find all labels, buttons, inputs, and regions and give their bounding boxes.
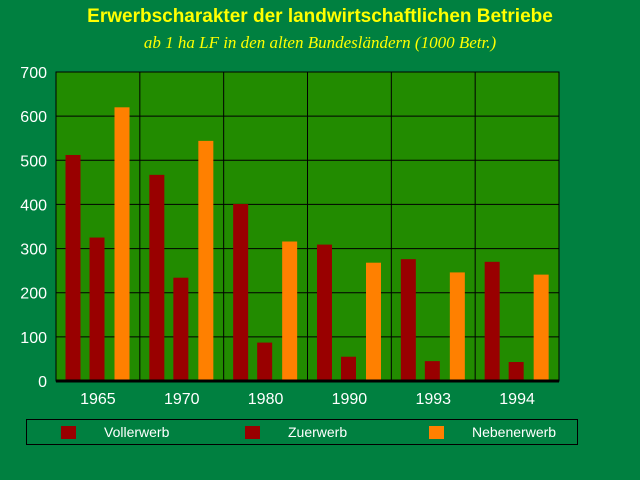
- y-tick-label: 600: [20, 109, 47, 126]
- bar-zuerwerb-1994: [508, 362, 524, 381]
- y-tick-label: 500: [20, 153, 47, 170]
- x-category-label: 1965: [80, 391, 116, 408]
- bar-nebenerwerb-1994: [533, 274, 549, 381]
- bar-nebenerwerb-1965: [114, 107, 130, 382]
- bar-nebenerwerb-1970: [198, 140, 214, 381]
- chart-subtitle: ab 1 ha LF in den alten Bundesländern (1…: [143, 33, 497, 52]
- x-category-label: 1993: [415, 391, 451, 408]
- bar-zuerwerb-1970: [173, 277, 189, 381]
- gridlines: [56, 72, 559, 381]
- bar-vollerwerb-1970: [149, 174, 165, 381]
- legend-swatch-vollerwerb: [61, 426, 76, 439]
- legend-label-zuerwerb: Zuerwerb: [288, 424, 348, 440]
- bar-nebenerwerb-1993: [449, 272, 465, 381]
- y-tick-label: 400: [20, 197, 47, 214]
- y-tick-label: 200: [20, 286, 47, 303]
- x-category-label: 1994: [499, 391, 535, 408]
- bar-vollerwerb-1965: [65, 154, 81, 381]
- legend-swatch-nebenerwerb: [429, 426, 444, 439]
- y-axis-ticks: 0 100 200 300 400 500 600 700: [20, 65, 47, 391]
- y-tick-label: 700: [20, 65, 47, 82]
- y-tick-label: 300: [20, 242, 47, 259]
- bar-vollerwerb-1990: [317, 244, 332, 381]
- legend: Vollerwerb Zuerwerb Nebenerwerb: [26, 419, 578, 445]
- bar-zuerwerb-1965: [89, 237, 105, 381]
- x-category-label: 1980: [248, 391, 284, 408]
- legend-label-nebenerwerb: Nebenerwerb: [472, 424, 557, 440]
- bar-vollerwerb-1993: [400, 259, 416, 381]
- chart-title: Erwerbscharakter der landwirtschaftliche…: [87, 6, 553, 27]
- x-category-label: 1990: [332, 391, 368, 408]
- y-tick-label: 100: [20, 330, 47, 347]
- legend-label-vollerwerb: Vollerwerb: [104, 424, 170, 440]
- x-axis-labels: 1965 1970 1980 1990 1993 1994: [80, 391, 535, 408]
- y-tick-label: 0: [38, 374, 47, 391]
- bar-vollerwerb-1980: [233, 203, 249, 381]
- bar-zuerwerb-1980: [257, 342, 273, 381]
- x-category-label: 1970: [164, 391, 200, 408]
- bars: [65, 107, 549, 382]
- bar-vollerwerb-1994: [484, 261, 500, 381]
- legend-swatch-zuerwerb: [245, 426, 260, 439]
- bar-zuerwerb-1993: [424, 361, 440, 381]
- bar-nebenerwerb-1990: [366, 262, 381, 381]
- bar-zuerwerb-1990: [341, 356, 356, 381]
- bar-nebenerwerb-1980: [282, 241, 298, 381]
